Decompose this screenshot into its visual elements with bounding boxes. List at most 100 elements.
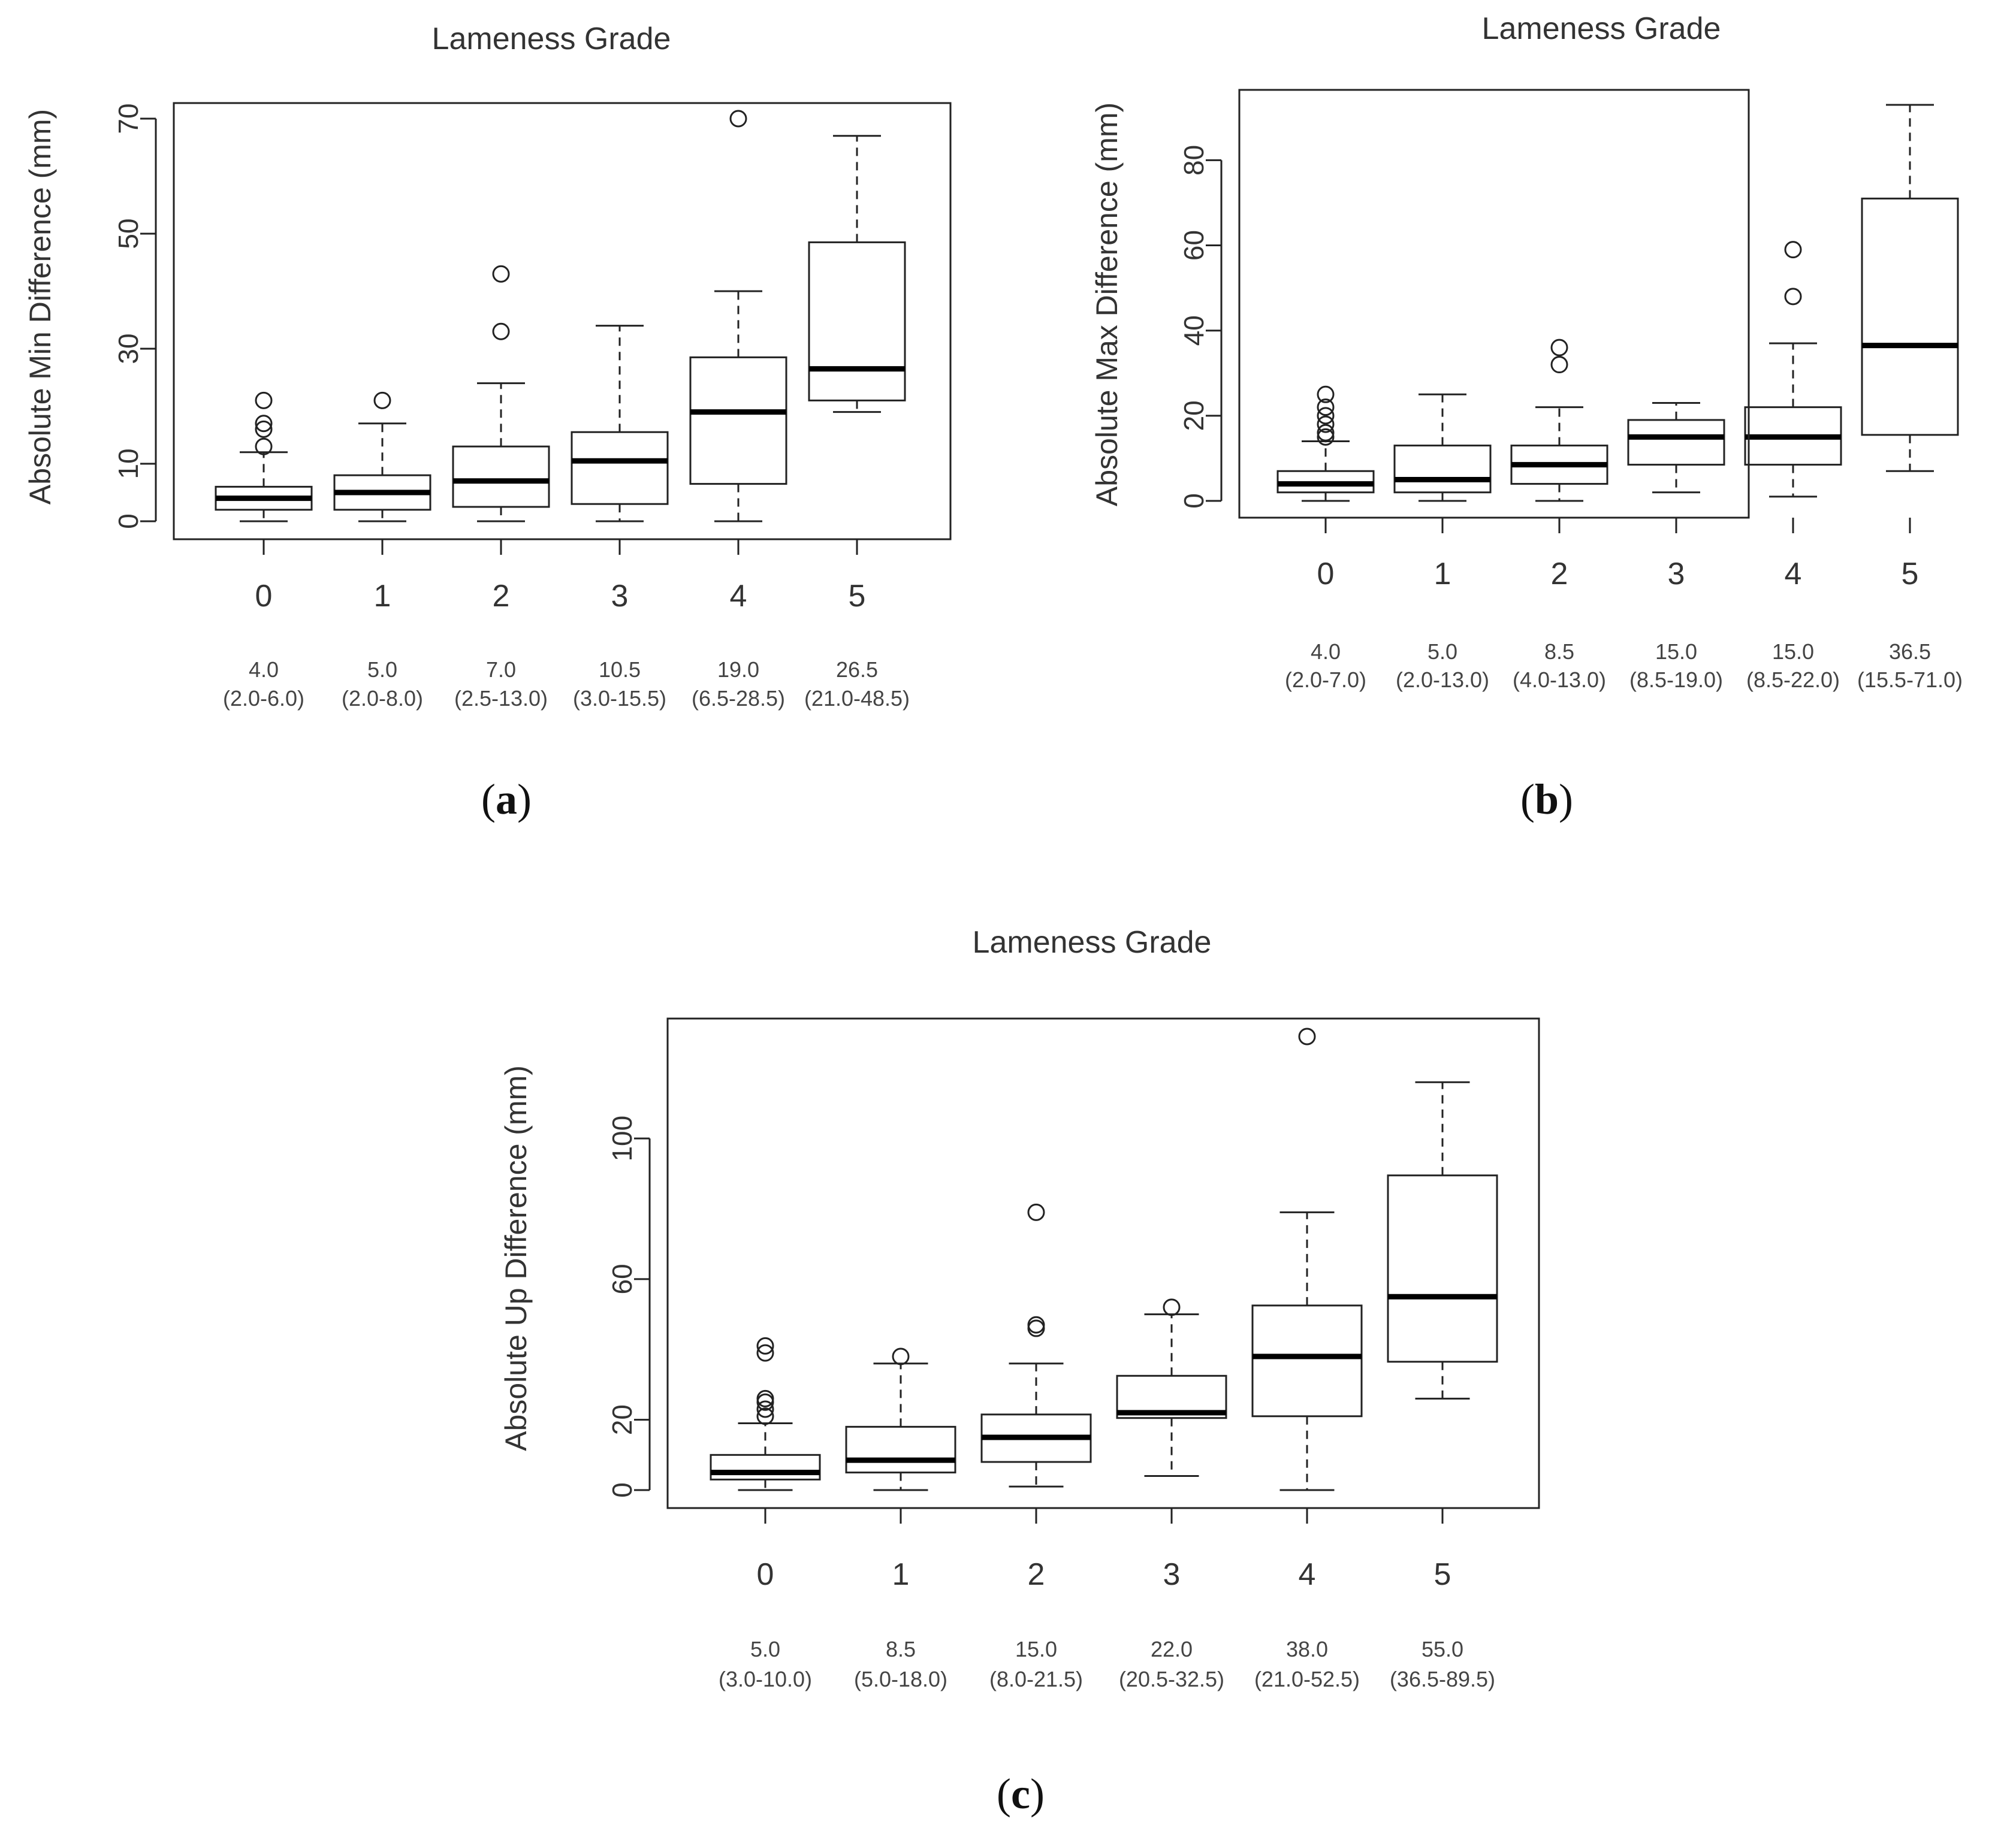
chart-b-y-axis: 0 20 40 60 80 bbox=[1178, 145, 1223, 509]
chart-c-iqr-label: (5.0-18.0) bbox=[854, 1667, 947, 1691]
chart-c-box-grade-1 bbox=[845, 1347, 956, 1491]
chart-b-box-grade-0 bbox=[1276, 385, 1375, 502]
panel-b-letter: b bbox=[1535, 775, 1559, 823]
chart-b-y-tick-label: 60 bbox=[1178, 230, 1209, 261]
chart-c-category-label: 5 bbox=[1434, 1557, 1451, 1592]
chart-b-y-tick-label: 0 bbox=[1178, 493, 1209, 509]
outlier-point bbox=[255, 391, 273, 409]
chart-c-median-label: 8.5 bbox=[886, 1637, 916, 1661]
iqr-box bbox=[1861, 197, 1959, 436]
chart-b-median-label: 5.0 bbox=[1428, 639, 1457, 664]
chart-a-category-label: 3 bbox=[611, 579, 629, 614]
chart-b-y-tick-label: 20 bbox=[1178, 400, 1209, 431]
outlier-point bbox=[1550, 339, 1568, 356]
outlier-point bbox=[1317, 428, 1335, 446]
chart-a-median-label: 7.0 bbox=[486, 657, 516, 682]
outlier-point bbox=[1163, 1298, 1181, 1316]
chart-b-x-axis: 0 1 2 3 4 5 bbox=[1317, 518, 1919, 591]
outlier-point bbox=[1027, 1319, 1045, 1337]
outlier-point bbox=[1027, 1316, 1045, 1334]
chart-b-iqr-label: (8.5-19.0) bbox=[1629, 667, 1723, 692]
chart-a-category-label: 5 bbox=[849, 579, 866, 614]
chart-a-median-label: 19.0 bbox=[717, 657, 759, 682]
outlier-point bbox=[1317, 415, 1335, 433]
iqr-box bbox=[1627, 419, 1725, 466]
outlier-point bbox=[756, 1407, 774, 1425]
chart-b-category-label: 2 bbox=[1551, 557, 1568, 591]
chart-a-box-grade-5 bbox=[808, 135, 906, 413]
chart-c-median-label: 38.0 bbox=[1286, 1637, 1328, 1661]
chart-c-y-tick-label: 20 bbox=[606, 1404, 638, 1435]
outlier-point bbox=[756, 1337, 774, 1355]
chart-b-category-label: 0 bbox=[1317, 557, 1335, 591]
iqr-box bbox=[1251, 1304, 1363, 1418]
chart-c-box-grade-5 bbox=[1387, 1081, 1498, 1400]
outlier-point bbox=[1784, 288, 1802, 306]
outlier-point bbox=[492, 265, 510, 283]
outlier-point bbox=[756, 1400, 774, 1418]
chart-b-box-grade-5 bbox=[1861, 104, 1959, 472]
outlier-point bbox=[1027, 1203, 1045, 1221]
chart-b-category-label: 3 bbox=[1668, 557, 1685, 591]
outlier-point bbox=[492, 322, 510, 340]
chart-a-y-tick-label: 70 bbox=[113, 103, 144, 134]
chart-c-box-grade-4 bbox=[1251, 1028, 1363, 1491]
chart-b-iqr-label: (2.0-7.0) bbox=[1285, 667, 1366, 692]
outlier-point bbox=[892, 1347, 910, 1365]
chart-c-y-tick-label: 60 bbox=[606, 1264, 638, 1294]
chart-b-iqr-label: (15.5-71.0) bbox=[1857, 667, 1963, 692]
chart-b-box-grade-1 bbox=[1393, 393, 1492, 502]
chart-a-median-label: 4.0 bbox=[249, 657, 279, 682]
chart-a-plot-frame bbox=[173, 102, 952, 540]
chart-a-box-grade-1 bbox=[333, 391, 431, 522]
chart-c-median-label: 55.0 bbox=[1422, 1637, 1463, 1661]
chart-c-iqr-label: (8.0-21.5) bbox=[989, 1667, 1083, 1691]
outlier-point bbox=[756, 1389, 774, 1407]
chart-c-median-label: 22.0 bbox=[1151, 1637, 1193, 1661]
outlier-point bbox=[1317, 424, 1335, 442]
chart-a-iqr-label: (3.0-15.5) bbox=[573, 686, 666, 711]
chart-a-iqr-label: (21.0-48.5) bbox=[804, 686, 910, 711]
chart-c-x-axis: 0 1 2 3 4 5 bbox=[757, 1508, 1451, 1592]
chart-b-median-label: 15.0 bbox=[1655, 639, 1697, 664]
chart-b-iqr-label: (8.5-22.0) bbox=[1746, 667, 1840, 692]
panel-a-label: (a) bbox=[481, 775, 532, 823]
iqr-box bbox=[1387, 1174, 1498, 1363]
chart-b-y-tick-label: 80 bbox=[1178, 145, 1209, 176]
chart-c-category-label: 0 bbox=[757, 1557, 774, 1592]
panel-a-close-paren: ) bbox=[517, 775, 532, 823]
panel-b-close-paren: ) bbox=[1559, 775, 1573, 823]
chart-b-box-grade-2 bbox=[1510, 339, 1608, 502]
chart-b-box-grade-4 bbox=[1744, 241, 1842, 498]
chart-c-iqr-label: (36.5-89.5) bbox=[1390, 1667, 1495, 1691]
chart-c-boxes bbox=[710, 1028, 1498, 1491]
chart-c-y-axis-label: Absolute Up Difference (mm) bbox=[499, 1065, 533, 1451]
outlier-point bbox=[1550, 356, 1568, 374]
chart-b-category-label: 5 bbox=[1902, 557, 1919, 591]
iqr-box bbox=[710, 1454, 821, 1480]
chart-c-iqr-label: (20.5-32.5) bbox=[1119, 1667, 1224, 1691]
panel-c-label: (c) bbox=[997, 1770, 1045, 1818]
chart-c-category-label: 2 bbox=[1028, 1557, 1045, 1592]
chart-b-boxes bbox=[1276, 104, 1959, 502]
outlier-point bbox=[1784, 241, 1802, 259]
outlier-point bbox=[255, 437, 273, 455]
chart-a-median-label: 10.5 bbox=[599, 657, 641, 682]
chart-b-y-tick-label: 40 bbox=[1178, 315, 1209, 346]
chart-c-box-grade-3 bbox=[1116, 1298, 1227, 1477]
chart-a-boxes bbox=[215, 110, 906, 522]
chart-c-y-tick-label: 0 bbox=[606, 1482, 638, 1498]
chart-b-box-grade-3 bbox=[1627, 402, 1725, 494]
panel-a-letter: a bbox=[496, 775, 517, 823]
panel-c-letter: c bbox=[1011, 1770, 1030, 1818]
chart-a-box-grade-3 bbox=[571, 325, 669, 522]
outlier-point bbox=[1317, 398, 1335, 416]
outlier-point bbox=[255, 420, 273, 438]
chart-a-box-grade-0 bbox=[215, 391, 313, 522]
panel-c-open-paren: ( bbox=[997, 1770, 1011, 1818]
chart-c-iqr-label: (21.0-52.5) bbox=[1254, 1667, 1360, 1691]
chart-a-iqr-label: (6.5-28.5) bbox=[692, 686, 785, 711]
panel-b-label: (b) bbox=[1520, 775, 1573, 823]
panel-b-open-paren: ( bbox=[1520, 775, 1535, 823]
